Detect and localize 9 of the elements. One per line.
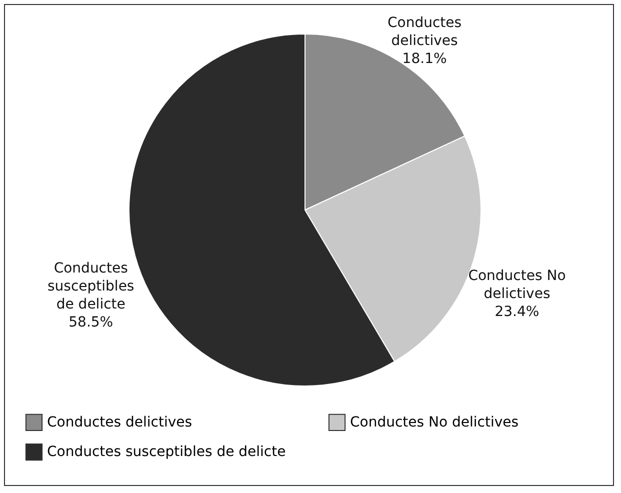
slice-label: Conductes delictives	[388, 14, 462, 49]
data-label: 23.4%	[494, 304, 540, 320]
legend-label: Conductes susceptibles de delicte	[47, 444, 286, 460]
legend-label: Conductes No delictives	[350, 414, 519, 430]
slice-label: Conductes No delictives	[468, 268, 566, 302]
legend-label: Conductes delictives	[47, 414, 192, 430]
data-label: 18.1%	[402, 50, 447, 67]
slice-label: Conductes susceptibles de delicte	[48, 260, 134, 313]
data-label: 58.5%	[68, 314, 114, 331]
